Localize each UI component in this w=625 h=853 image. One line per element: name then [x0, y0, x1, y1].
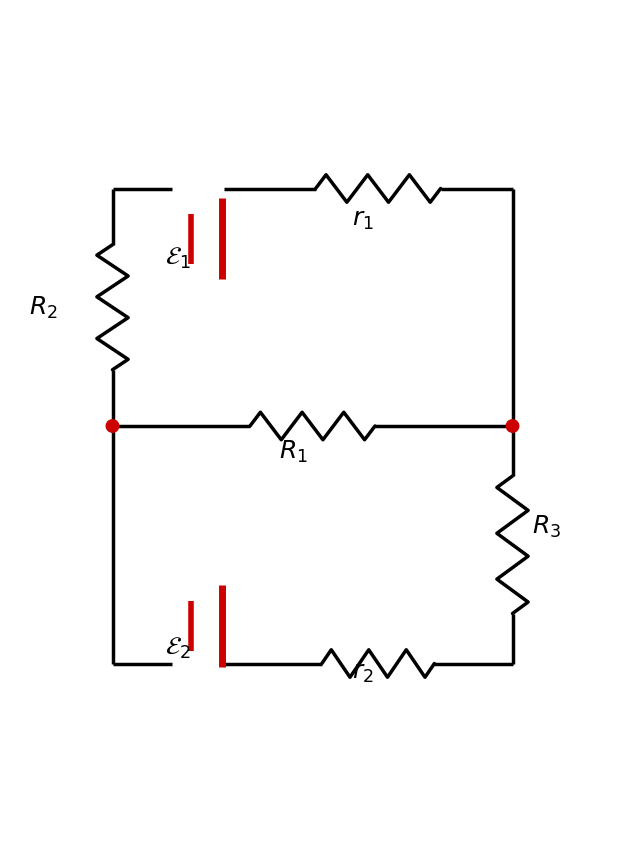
Circle shape — [506, 421, 519, 432]
Text: $r_2$: $r_2$ — [352, 662, 373, 685]
Text: $R_2$: $R_2$ — [29, 295, 58, 321]
Circle shape — [106, 421, 119, 432]
Text: $r_1$: $r_1$ — [352, 209, 373, 232]
Text: $\mathcal{E}_1$: $\mathcal{E}_1$ — [166, 246, 191, 270]
Text: $R_1$: $R_1$ — [279, 438, 308, 465]
Text: $R_3$: $R_3$ — [532, 514, 561, 539]
Text: $\mathcal{E}_2$: $\mathcal{E}_2$ — [166, 635, 191, 661]
